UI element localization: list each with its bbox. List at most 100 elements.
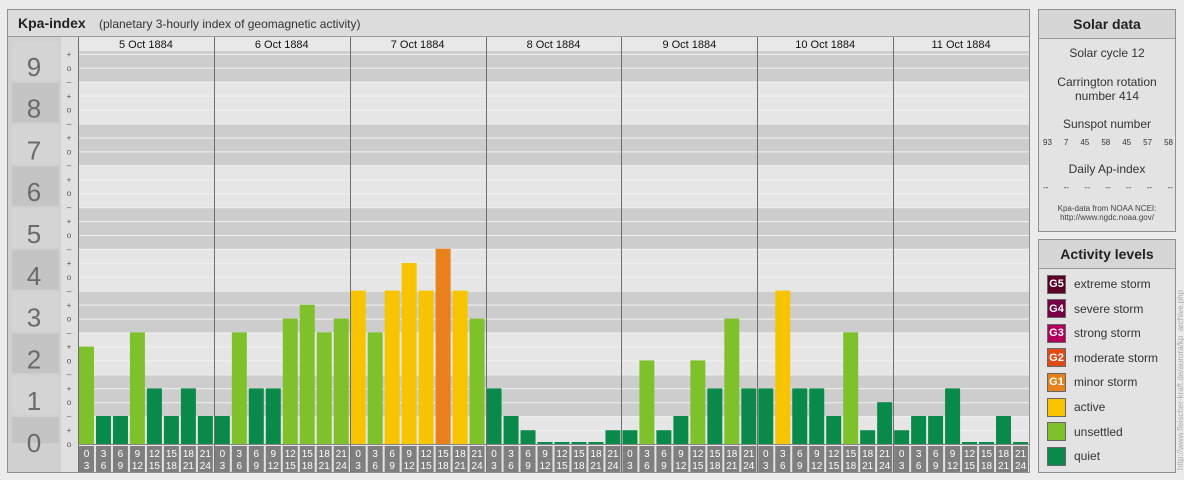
hour-cell xyxy=(486,446,502,472)
legend-swatch: G1 xyxy=(1047,372,1066,392)
kp-bar xyxy=(588,442,604,444)
kp-band xyxy=(78,165,1029,207)
sunspot-value: 7 xyxy=(1063,138,1069,147)
sunspot-value: 45 xyxy=(1080,138,1090,147)
hour-end-label: 24 xyxy=(336,461,348,472)
hour-end-label: 12 xyxy=(404,461,416,472)
hour-end-label: 18 xyxy=(981,461,993,472)
y-subtick-label: o xyxy=(67,356,72,365)
hour-end-label: 3 xyxy=(899,461,905,472)
hour-end-label: 21 xyxy=(455,461,467,472)
hour-end-label: 18 xyxy=(438,461,450,472)
legend-label: moderate storm xyxy=(1074,350,1159,365)
hour-cell xyxy=(163,446,179,472)
kp-bar xyxy=(1013,442,1028,444)
legend-label: active xyxy=(1074,400,1106,414)
kp-label-cell xyxy=(12,207,59,248)
hour-cell xyxy=(435,446,451,472)
hour-end-label: 15 xyxy=(828,461,840,472)
day-label: 11 Oct 1884 xyxy=(932,39,991,51)
y-subtick-label: o xyxy=(67,231,72,240)
hour-cell xyxy=(95,446,111,472)
hour-cell xyxy=(656,446,672,472)
hour-start-label: 15 xyxy=(438,449,450,460)
y-subtick-label: o xyxy=(67,398,72,407)
legend-item: G1 minor storm xyxy=(1047,372,1137,392)
hour-start-label: 18 xyxy=(590,449,602,460)
hour-start-label: 18 xyxy=(183,449,195,460)
kp-bar xyxy=(231,332,247,444)
source-link[interactable]: http://www.ngdc.noaa.gov/ xyxy=(1060,213,1154,222)
sunspot-label: Sunspot number xyxy=(1062,117,1152,131)
kp-bar xyxy=(282,318,298,444)
hour-cell xyxy=(299,446,315,472)
legend-item: G5 extreme storm xyxy=(1047,274,1151,294)
y-tick-label: 7 xyxy=(27,135,41,165)
hour-cell xyxy=(214,446,230,472)
chart-title: Kpa-index xyxy=(18,15,86,31)
ap-value: -- xyxy=(1084,183,1090,192)
hour-start-label: 12 xyxy=(828,449,840,460)
y-subtick-label: – xyxy=(67,245,72,254)
hour-start-label: 15 xyxy=(981,449,993,460)
hour-end-label: 12 xyxy=(539,461,551,472)
hour-end-label: 3 xyxy=(627,461,633,472)
solar-data-heading: Solar data xyxy=(1039,10,1175,39)
hour-cell xyxy=(282,446,298,472)
day-label: 9 Oct 1884 xyxy=(662,39,716,51)
kp-bar xyxy=(129,332,145,444)
day-label: 7 Oct 1884 xyxy=(391,39,445,51)
hour-start-label: 21 xyxy=(472,449,484,460)
kp-bar xyxy=(503,415,519,444)
legend-label: extreme storm xyxy=(1074,277,1151,291)
hour-start-label: 3 xyxy=(237,449,243,460)
hour-cell xyxy=(146,446,162,472)
hour-start-label: 3 xyxy=(780,449,786,460)
y-subtick-label: + xyxy=(67,384,72,393)
hour-start-label: 15 xyxy=(166,449,178,460)
kp-band xyxy=(78,81,1029,124)
solar-cycle: Solar cycle 12 xyxy=(1069,46,1145,60)
legend-item: G3 strong storm xyxy=(1047,323,1141,343)
hour-end-label: 9 xyxy=(525,461,531,472)
hour-end-label: 9 xyxy=(254,461,260,472)
legend-label: quiet xyxy=(1074,449,1101,464)
hour-end-label: 3 xyxy=(763,461,769,472)
legend-swatch xyxy=(1047,422,1066,442)
kp-bar xyxy=(299,304,315,444)
sunspot-value: 58 xyxy=(1101,138,1111,147)
kp-bar xyxy=(707,388,723,444)
y-subtick-label: – xyxy=(67,328,72,337)
y-subtick-label: o xyxy=(67,106,72,115)
hour-cell xyxy=(945,446,961,472)
y-subtick-label: – xyxy=(67,370,72,379)
ap-value: -- xyxy=(1105,183,1111,192)
kp-band xyxy=(78,290,1029,333)
y-tick-label: 3 xyxy=(27,303,41,333)
hour-start-label: 18 xyxy=(455,449,467,460)
hour-end-label: 24 xyxy=(472,461,484,472)
hour-end-label: 21 xyxy=(862,461,874,472)
source-line-1: Kpa-data from NOAA NCEI: xyxy=(1057,204,1157,213)
kp-label-cell xyxy=(12,291,59,332)
hour-end-label: 18 xyxy=(166,461,178,472)
y-subtick-label: + xyxy=(67,134,72,143)
kp-label-cell xyxy=(12,375,59,415)
hour-end-label: 9 xyxy=(933,461,939,472)
hour-start-label: 0 xyxy=(220,449,226,460)
hour-start-label: 15 xyxy=(845,449,857,460)
hour-end-label: 21 xyxy=(590,461,602,472)
hour-cell xyxy=(673,446,689,472)
hour-end-label: 24 xyxy=(879,461,891,472)
y-subtick-column xyxy=(61,37,78,472)
hour-cell xyxy=(180,446,196,472)
y-subtick-label: – xyxy=(67,203,72,212)
y-tick-label: 1 xyxy=(27,386,41,416)
hour-end-label: 12 xyxy=(811,461,823,472)
hour-cell xyxy=(418,446,434,472)
y-tick-label: 0 xyxy=(27,428,41,458)
y-subtick-label: – xyxy=(67,78,72,87)
y-subtick-label: – xyxy=(67,161,72,170)
hour-cell xyxy=(758,446,774,472)
kp-bar xyxy=(690,360,706,444)
